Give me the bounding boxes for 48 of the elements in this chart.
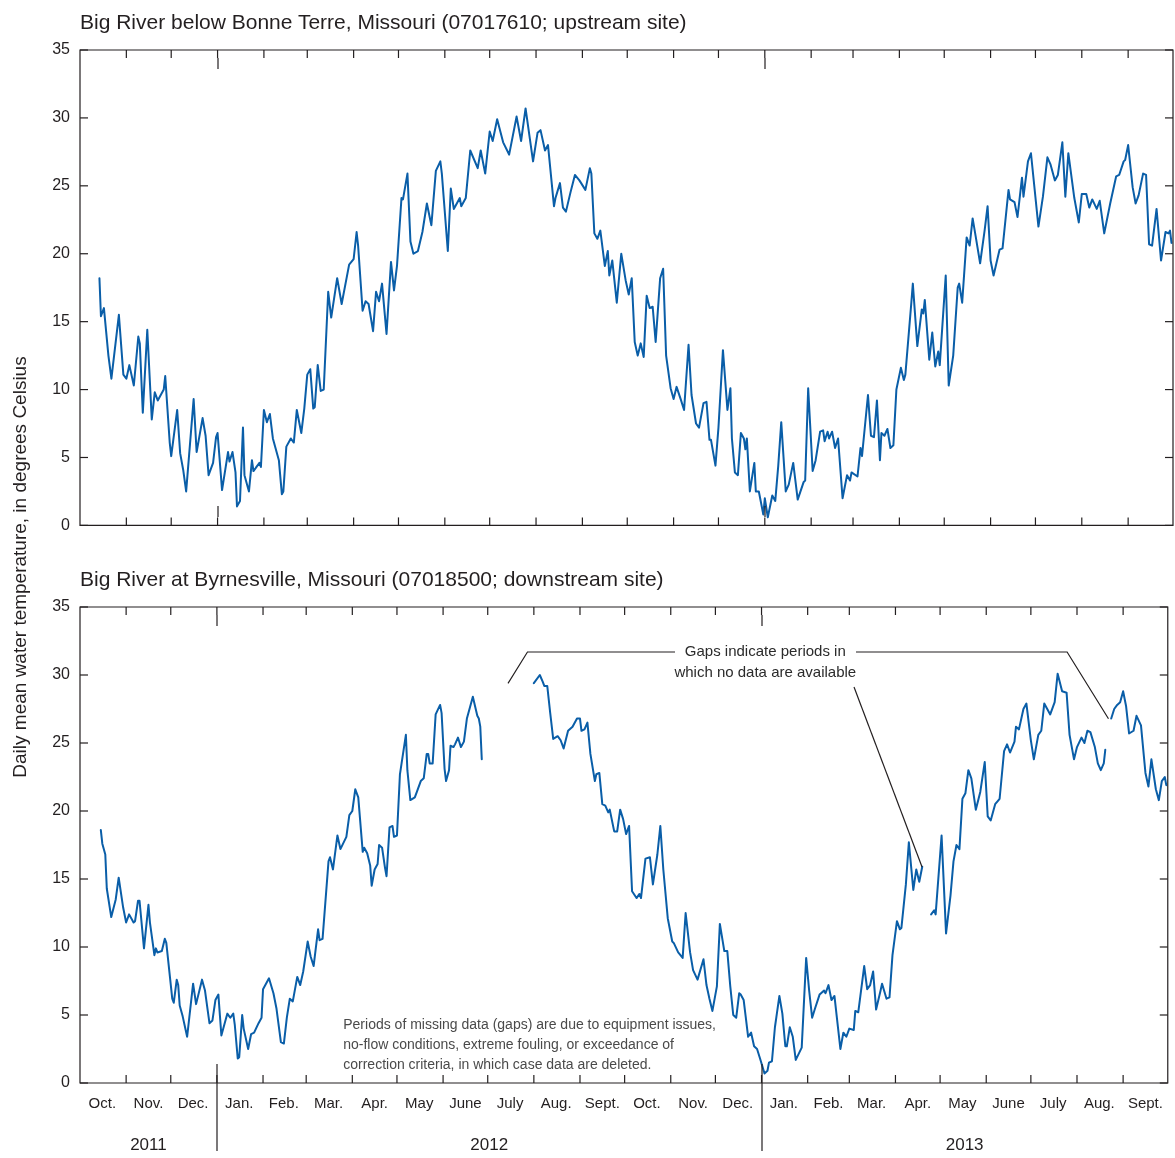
x-tick-label: Jan. (769, 1094, 799, 1112)
x-tick-label: Dec. (177, 1094, 209, 1112)
x-tick-label: Apr. (904, 1094, 932, 1112)
text: 2011 (130, 1134, 167, 1154)
x-tick-label: Apr. (361, 1094, 388, 1112)
y-tick-label: 10 (52, 379, 71, 397)
x-tick-label: Dec. (722, 1094, 754, 1112)
x-tick-label: June (992, 1094, 1025, 1112)
y-tick-label: 30 (52, 108, 71, 126)
x-tick-label: July (496, 1094, 524, 1112)
y-tick-label: 35 (52, 597, 71, 615)
y-tick-label: 25 (52, 176, 71, 194)
x-tick-label: Sept. (584, 1094, 620, 1112)
y-tick-label: 5 (61, 447, 71, 465)
y-tick-label: 20 (52, 244, 71, 262)
y-tick-label: 10 (52, 937, 71, 955)
x-tick-label: Aug. (540, 1094, 572, 1112)
chart-title: Big River below Bonne Terre, Missouri (07017610; upstream site) (80, 10, 687, 33)
x-tick-label: Oct. (88, 1094, 117, 1112)
x-tick-label: Oct. (633, 1094, 661, 1112)
x-tick-label: Feb. (268, 1094, 299, 1112)
y-tick-label: 35 (52, 40, 71, 58)
x-tick-label: Aug. (1083, 1094, 1115, 1112)
y-tick-label: 25 (52, 733, 71, 751)
x-tick-label: Mar. (313, 1094, 344, 1112)
y-tick-label: 5 (61, 1005, 71, 1023)
y-axis-title: Daily mean water temperature, in degrees Celsius (9, 355, 31, 778)
x-tick-label: Nov. (133, 1094, 164, 1112)
y-tick-label: 20 (52, 801, 71, 819)
x-tick-label: Feb. (813, 1094, 844, 1112)
x-tick-label: May (948, 1094, 978, 1112)
x-tick-label: Jan. (225, 1094, 254, 1112)
text: 2012 (470, 1134, 509, 1154)
annotation: Periods of missing data (gaps) are due to equipment issues, no-flow conditions, extreme fouling, or exceedance of correction criteria, in which case data are deleted. (343, 1015, 717, 1072)
y-tick-label: 0 (61, 515, 71, 533)
x-tick-label: Mar. (857, 1094, 887, 1112)
x-tick-label: Sept. (1127, 1094, 1163, 1112)
x-tick-label: July (1039, 1094, 1068, 1112)
y-tick-label: 30 (52, 665, 71, 683)
x-tick-label: Nov. (678, 1094, 708, 1112)
x-tick-label: June (449, 1094, 482, 1112)
text: 2013 (945, 1134, 984, 1154)
chart-title: Big River at Byrnesville, Missouri (07018500; downstream site) (80, 567, 664, 590)
y-tick-label: 15 (52, 869, 71, 887)
y-tick-label: 0 (61, 1073, 71, 1091)
annotation: Gaps indicate periods in which no data are available (673, 641, 857, 680)
x-tick-label: May (405, 1094, 434, 1112)
y-tick-label: 15 (52, 312, 71, 330)
